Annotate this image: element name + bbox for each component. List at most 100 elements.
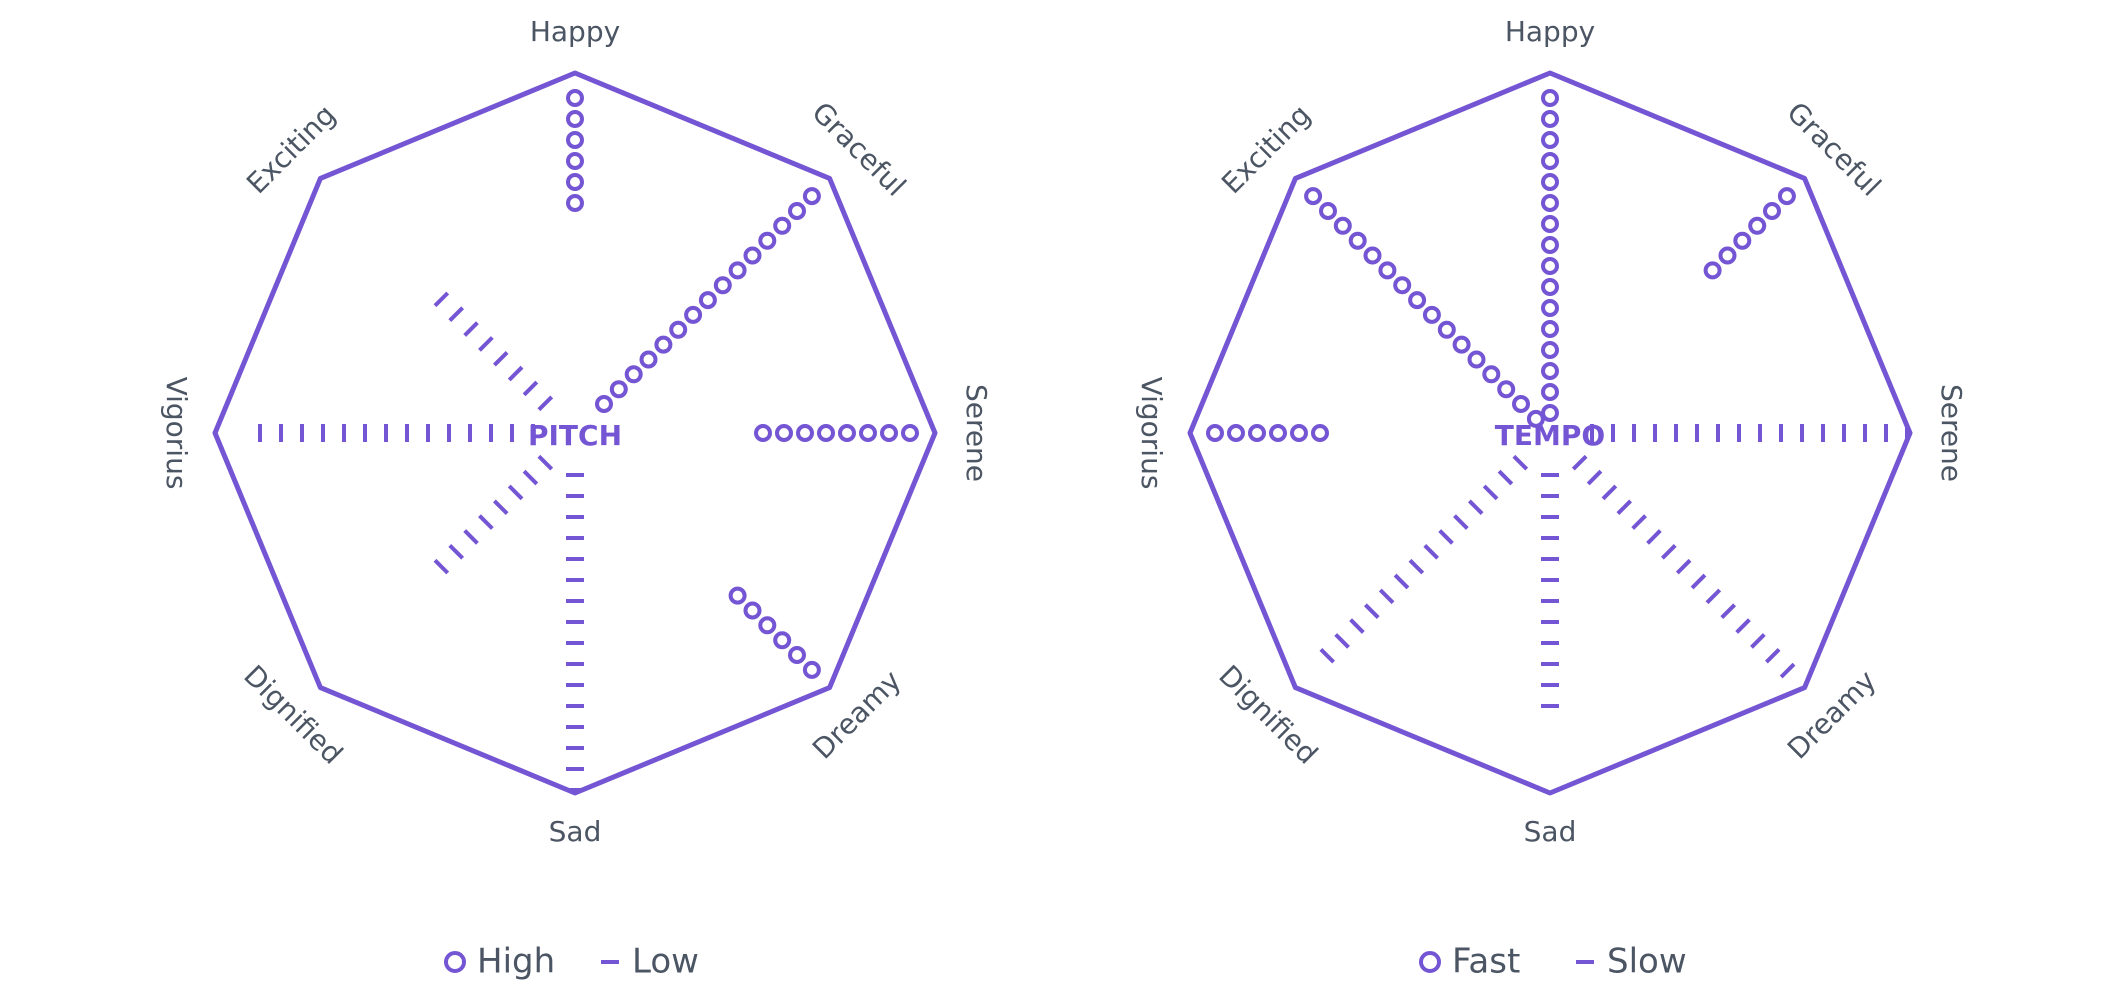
chart1-axis-label-exciting: Exciting: [1215, 98, 1317, 200]
chart0-graceful-circle-mark: [609, 380, 628, 399]
chart1-happy-circle-mark: [1541, 299, 1559, 317]
chart0-axis-label-vigorius: Vigorius: [160, 377, 193, 490]
chart0-exciting-dash-mark: [448, 306, 465, 323]
chart1-octagon-frame: [1187, 70, 1913, 796]
chart1-exciting-circle-mark: [1348, 231, 1367, 250]
chart0-dignified-dash-mark: [537, 454, 554, 471]
chart0-serene-circle-mark: [817, 424, 835, 442]
chart1-graceful-circle-mark: [1718, 246, 1737, 265]
chart1-exciting-circle-mark: [1452, 335, 1471, 354]
chart0-serene-circle-mark: [838, 424, 856, 442]
chart1-dignified-dash-mark: [1438, 529, 1454, 545]
chart0-axis-label-dreamy: Dreamy: [806, 664, 908, 766]
chart1-dignified-dash-mark: [1334, 633, 1350, 649]
chart1-dignified-dash-mark: [1453, 514, 1469, 530]
chart0-axis-label-graceful: Graceful: [805, 96, 912, 203]
chart0-serene-circle-mark: [796, 424, 814, 442]
chart1-happy-circle-mark: [1541, 383, 1559, 401]
chart0-happy-circle-mark: [566, 194, 584, 212]
chart0-dignified-dash-mark: [448, 543, 465, 560]
chart1-dreamy-dash-mark: [1779, 662, 1796, 679]
chart0-happy-circle-mark: [566, 152, 584, 170]
chart1-dignified-dash-mark: [1363, 603, 1380, 620]
chart0-center-title: PITCH: [528, 419, 622, 452]
chart1-graceful-circle-mark: [1748, 216, 1767, 235]
chart1-vigorius-circle-mark: [1269, 424, 1287, 442]
chart0-happy-circle-mark: [566, 110, 584, 128]
chart1-graceful-circle-mark: [1763, 202, 1781, 220]
chart1-exciting-circle-mark: [1526, 409, 1545, 428]
chart0-axis-label-exciting: Exciting: [240, 98, 342, 200]
chart0-dignified-dash-mark: [522, 469, 539, 486]
chart1-exciting-circle-mark: [1378, 261, 1397, 280]
chart1-dignified-dash-mark: [1319, 647, 1336, 664]
chart1-dignified-dash-mark: [1408, 558, 1425, 575]
chart0-graceful-circle-mark: [728, 261, 747, 280]
chart1-dreamy-dash-mark: [1571, 454, 1588, 471]
chart0-dreamy-circle-mark: [773, 631, 792, 650]
chart0-graceful-circle-mark: [743, 246, 762, 265]
chart1-dignified-dash-mark: [1393, 573, 1410, 590]
chart1-dignified-dash-mark: [1467, 499, 1484, 516]
chart0-serene-circle-mark: [901, 424, 919, 442]
chart0-legend-low-label: Low: [632, 942, 699, 982]
chart0-octagon-frame: [212, 70, 938, 796]
chart1-legend-fast-label: Fast: [1452, 942, 1520, 982]
chart1-happy-circle-mark: [1541, 89, 1559, 107]
chart0-dignified-dash-mark: [507, 484, 524, 501]
chart0-exciting-dash-mark: [478, 336, 494, 352]
chart0-dreamy-circle-mark: [802, 660, 821, 679]
chart1-graceful-circle-mark: [1703, 261, 1722, 280]
pitch-chart: Happy Graceful Serene Dreamy Sad Dignified Vig…: [160, 15, 993, 982]
chart1-exciting-circle-mark: [1422, 305, 1441, 324]
chart1-vigorius-circle-mark: [1290, 424, 1308, 442]
chart0-graceful-circle-mark: [713, 276, 732, 295]
chart0-serene-circle-mark: [754, 424, 772, 442]
chart0-dignified-dash-mark: [478, 514, 494, 530]
chart0-graceful-circle-mark: [788, 202, 806, 220]
chart1-dreamy-dash-mark: [1586, 469, 1603, 486]
chart0-happy-circle-mark: [566, 173, 584, 191]
chart1-exciting-circle-mark: [1408, 291, 1427, 310]
chart0-exciting-dash-mark: [537, 395, 554, 412]
chart1-happy-circle-mark: [1541, 173, 1559, 191]
chart1-vigorius-circle-mark: [1206, 424, 1224, 442]
chart0-happy-circle-mark: [566, 89, 584, 107]
chart1-dreamy-dash-mark: [1675, 558, 1692, 575]
chart1-dreamy-dash-mark: [1720, 603, 1737, 620]
chart1-dreamy-dash-mark: [1646, 529, 1662, 545]
chart1-exciting-circle-mark: [1437, 320, 1456, 339]
chart1-happy-circle-mark: [1541, 257, 1559, 275]
chart1-happy-circle-mark: [1541, 110, 1559, 128]
chart0-exciting-dash-mark: [433, 291, 450, 308]
chart0-dreamy-circle-mark: [728, 586, 747, 605]
chart1-axis-label-sad: Sad: [1524, 815, 1577, 848]
chart1-dreamy-dash-mark: [1660, 543, 1677, 560]
chart0-exciting-dash-mark: [522, 380, 539, 397]
chart1-dignified-dash-mark: [1497, 469, 1514, 486]
chart1-happy-circle-mark: [1541, 236, 1559, 254]
chart1-legend-fast-circle-icon: [1419, 951, 1441, 973]
tempo-chart: Happy Graceful Serene Dreamy Sad Dignified Vig…: [1135, 15, 1968, 982]
chart1-dreamy-dash-mark: [1705, 588, 1722, 605]
chart0-exciting-dash-mark: [492, 350, 509, 367]
chart1-axis-label-serene: Serene: [1935, 384, 1968, 482]
chart0-exciting-dash-mark: [463, 321, 479, 337]
chart1-axis-label-graceful: Graceful: [1780, 96, 1887, 203]
chart0-graceful-circle-mark: [595, 395, 613, 413]
chart1-dreamy-dash-mark: [1764, 647, 1781, 664]
chart0-dreamy-circle-mark: [758, 616, 777, 635]
chart1-dignified-dash-mark: [1349, 618, 1365, 634]
chart0-graceful-circle-mark: [624, 365, 643, 384]
chart1-happy-circle-mark: [1541, 362, 1559, 380]
chart1-dignified-dash-mark: [1482, 484, 1499, 501]
chart1-axis-label-dreamy: Dreamy: [1781, 664, 1883, 766]
chart1-happy-circle-mark: [1541, 215, 1559, 233]
chart0-serene-circle-mark: [880, 424, 898, 442]
chart0-graceful-circle-mark: [802, 187, 821, 206]
chart0-legend-high-circle-icon: [444, 951, 466, 973]
chart1-exciting-circle-mark: [1482, 365, 1501, 384]
chart0-dignified-dash-mark: [433, 558, 450, 575]
chart1-dreamy-dash-mark: [1601, 484, 1618, 501]
